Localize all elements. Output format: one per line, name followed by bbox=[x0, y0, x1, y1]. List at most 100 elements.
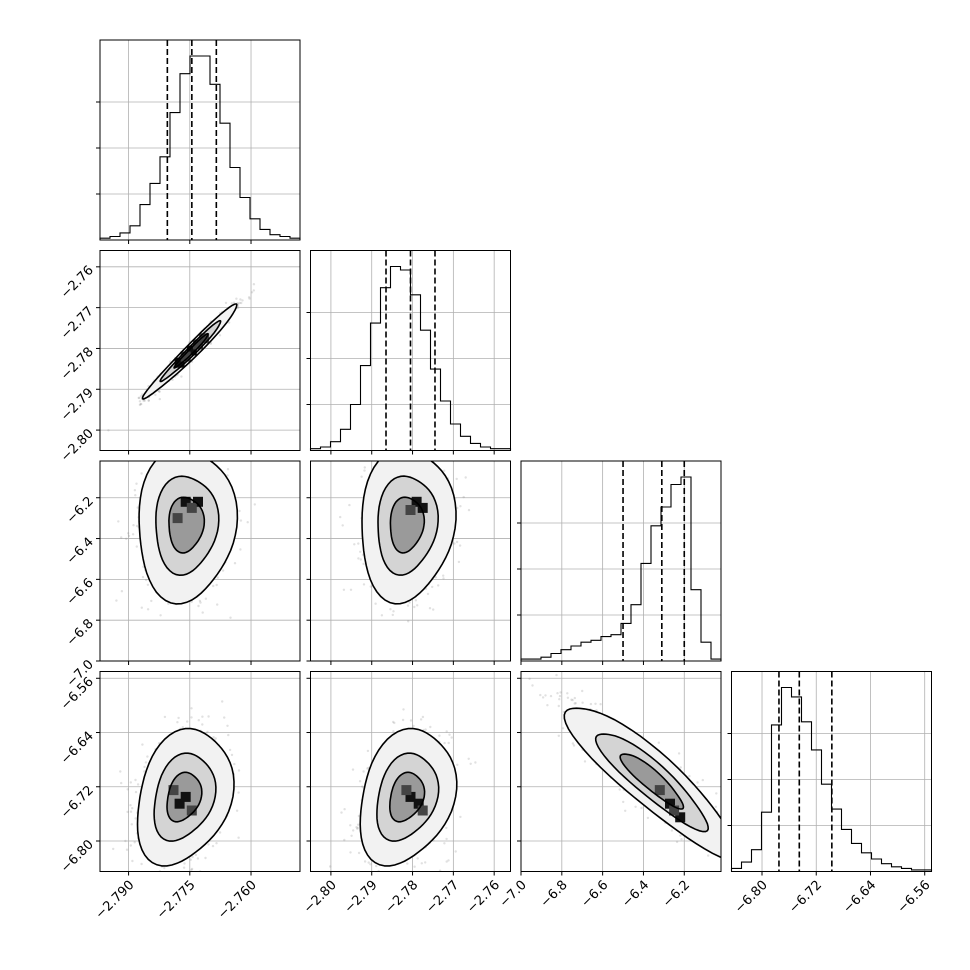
y-tick-label: −6.2 bbox=[64, 494, 97, 527]
sample-point bbox=[180, 375, 183, 378]
sample-point bbox=[146, 755, 149, 758]
sample-point bbox=[362, 583, 366, 586]
sample-point bbox=[215, 454, 217, 456]
sample-point bbox=[127, 534, 131, 538]
sample-point bbox=[418, 874, 420, 876]
sample-point bbox=[428, 607, 432, 610]
sample-point bbox=[363, 860, 367, 863]
sample-point bbox=[227, 321, 231, 324]
sample-point bbox=[459, 815, 462, 819]
sample-point bbox=[176, 721, 179, 724]
sample-point bbox=[469, 762, 472, 765]
sample-point bbox=[395, 457, 397, 459]
sample-point bbox=[375, 864, 378, 868]
sample-point bbox=[238, 509, 241, 513]
sample-point bbox=[140, 402, 143, 406]
sample-point bbox=[181, 726, 184, 729]
sample-point bbox=[253, 503, 256, 506]
sample-point bbox=[480, 440, 482, 442]
sample-point bbox=[349, 824, 352, 827]
sample-point bbox=[144, 578, 148, 582]
sample-point bbox=[178, 878, 180, 880]
sample-point bbox=[734, 828, 736, 830]
sample-point bbox=[162, 454, 164, 456]
sample-point bbox=[392, 610, 395, 613]
sample-point bbox=[382, 434, 384, 436]
y-tick-label: −2.79 bbox=[58, 385, 97, 424]
x-tick-label: −2.79 bbox=[342, 878, 381, 917]
sample-point bbox=[457, 560, 461, 564]
panel-frame bbox=[99, 671, 301, 872]
sample-point bbox=[217, 437, 219, 439]
sample-point bbox=[126, 788, 129, 791]
x-tick-label: −6.80 bbox=[732, 878, 771, 917]
sample-point bbox=[357, 557, 360, 560]
pair-panel-3-1: −2.80 −2.79 −2.78 −2.77 −2.76 bbox=[301, 671, 511, 917]
sample-point bbox=[408, 601, 411, 604]
density-cell bbox=[174, 357, 185, 368]
sample-point bbox=[120, 590, 124, 593]
sample-point bbox=[361, 785, 364, 788]
sample-point bbox=[132, 524, 135, 527]
sample-point bbox=[129, 810, 133, 813]
sample-point bbox=[201, 879, 203, 881]
sample-point bbox=[389, 608, 392, 611]
sample-point bbox=[228, 748, 232, 752]
sample-point bbox=[237, 769, 241, 772]
sample-point bbox=[413, 605, 416, 609]
sample-point bbox=[454, 850, 457, 853]
sample-point bbox=[134, 817, 137, 820]
sample-point bbox=[393, 721, 396, 725]
sample-point bbox=[212, 584, 215, 588]
sample-point bbox=[191, 855, 194, 859]
sample-point bbox=[437, 454, 439, 456]
sample-point bbox=[248, 297, 251, 300]
sample-point bbox=[379, 879, 381, 881]
sample-point bbox=[218, 334, 222, 337]
sample-point bbox=[230, 302, 233, 305]
x-tick-label: −2.775 bbox=[154, 878, 199, 923]
x-tick-label: −6.72 bbox=[786, 878, 825, 917]
sample-point bbox=[197, 604, 200, 608]
sample-point bbox=[363, 469, 366, 472]
sample-point bbox=[133, 841, 136, 844]
density-cell bbox=[199, 333, 210, 344]
sample-point bbox=[566, 696, 570, 699]
sample-point bbox=[420, 862, 423, 865]
x-tick-label: −2.78 bbox=[383, 878, 422, 917]
sample-point bbox=[131, 533, 135, 536]
sample-point bbox=[221, 569, 225, 572]
sample-point bbox=[142, 399, 145, 402]
sample-point bbox=[350, 834, 353, 837]
sample-point bbox=[419, 718, 423, 721]
panel-frame bbox=[520, 460, 722, 662]
sample-point bbox=[171, 378, 174, 381]
sample-point bbox=[456, 506, 459, 510]
sample-point bbox=[589, 702, 593, 706]
sample-point bbox=[204, 890, 206, 892]
density-cell bbox=[180, 351, 191, 362]
sample-point bbox=[239, 298, 242, 301]
sample-point bbox=[474, 761, 477, 764]
sample-point bbox=[207, 843, 210, 846]
sample-point bbox=[129, 804, 132, 807]
sample-point bbox=[462, 495, 465, 499]
sample-point bbox=[413, 865, 416, 868]
sample-point bbox=[407, 620, 410, 623]
sample-point bbox=[138, 400, 142, 403]
sample-point bbox=[443, 741, 446, 745]
x-tick-label: −2.760 bbox=[215, 878, 260, 923]
sample-point bbox=[408, 873, 410, 875]
sample-point bbox=[392, 720, 395, 724]
sample-point bbox=[343, 838, 346, 842]
sample-point bbox=[634, 805, 637, 808]
sample-point bbox=[438, 734, 441, 737]
density-cell bbox=[413, 798, 424, 809]
density-cell bbox=[405, 791, 416, 802]
sample-point bbox=[453, 542, 456, 545]
sample-point bbox=[163, 866, 166, 870]
sample-point bbox=[182, 866, 186, 869]
sample-point bbox=[329, 865, 332, 868]
sample-point bbox=[419, 872, 421, 874]
contour-line bbox=[388, 771, 426, 823]
